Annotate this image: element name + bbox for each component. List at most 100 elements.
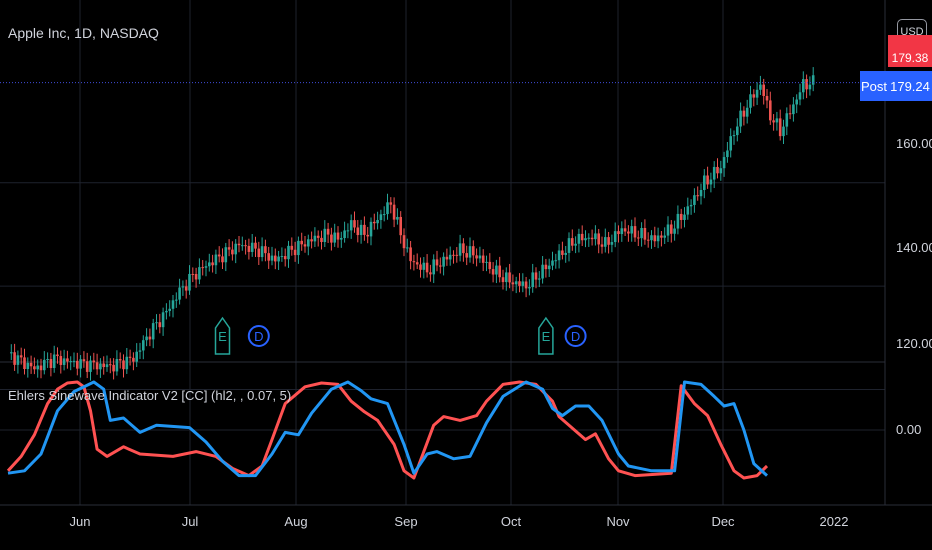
candle-body [142,340,145,351]
candle-body [415,262,419,265]
candle-body [574,243,577,246]
candle-body [379,214,383,221]
candle-body [488,261,492,270]
candle-body [10,352,13,354]
candle-body [330,234,333,243]
candle-body [650,235,653,241]
candle-body [250,242,254,252]
candlestick-series [10,67,815,381]
candle-body [171,300,175,309]
candle-body [541,264,544,279]
candle-body [69,361,72,363]
candle-body [646,239,650,241]
candle-body [528,287,531,289]
candle-body [168,308,171,311]
candle-body [118,359,122,361]
candle-body [561,250,564,255]
candle-body [693,195,696,205]
candle-body [270,255,274,261]
candle-body [132,357,135,362]
candle-body [353,220,356,228]
candle-body [283,256,287,260]
candle-body [597,233,600,245]
candle-body [178,287,181,300]
candle-body [623,228,627,232]
candle-body [310,239,313,242]
candle-body [264,246,267,254]
candle-body [726,150,729,158]
candle-body [775,118,779,123]
candle-body [458,243,462,256]
candle-body [580,233,584,241]
candle-body [343,230,346,239]
candle-body [736,126,739,136]
candle-body [13,352,16,365]
candle-body [237,243,241,246]
candle-body [742,110,746,117]
candle-body [402,235,406,249]
candle-body [23,357,26,370]
candle-body [280,256,284,258]
candle-body [161,312,165,328]
candle-body [254,242,257,249]
candle-body [802,79,805,93]
candle-body [26,362,30,370]
candle-body [445,256,449,260]
candle-body [673,228,676,234]
candle-body [752,94,756,98]
candle-body [590,237,594,240]
candle-body [627,231,630,234]
time-axis-tick-jul: Jul [181,514,199,529]
lead-sine-line [7,380,769,478]
candle-body [19,355,23,358]
candle-body [389,202,393,205]
candle-body [676,213,680,229]
candle-body [577,233,581,244]
earnings-marker-label: E [218,329,227,344]
candle-body [584,238,587,241]
candle-body [89,360,92,372]
price-axis-tick-120: 120.00 [896,336,932,351]
candle-body [785,113,789,127]
candle-body [369,221,373,237]
candle-body [155,322,158,324]
candle-body [356,227,360,236]
candle-body [607,237,610,245]
indicator-title[interactable]: Ehlers Sinewave Indicator V2 [CC] (hl2, … [8,388,292,403]
candle-body [712,166,716,180]
candle-body [303,244,307,247]
candle-body [211,262,214,266]
candle-body [551,260,554,266]
dividend-marker-label: D [571,329,580,344]
candle-body [643,228,647,240]
candle-body [234,243,237,255]
candle-body [221,256,224,263]
candle-body [72,360,76,362]
candle-body [287,245,290,260]
candle-body [531,272,534,288]
candle-body [257,248,261,258]
price-axis-tick-140: 140.00 [896,240,932,255]
candle-body [349,220,353,231]
sine-line [6,380,769,480]
candle-body [762,84,765,96]
candle-body [244,245,247,247]
oscillator-axis-tick-zero: 0.00 [896,422,922,437]
candle-body [16,355,20,365]
candle-body [145,336,148,341]
candle-body [373,221,376,224]
candle-body [109,364,112,366]
candle-body [689,204,693,207]
candle-body [610,242,614,245]
candle-body [557,250,561,261]
candle-body [547,265,551,270]
candle-body [115,359,119,372]
candle-body [442,256,445,267]
candle-body [376,220,379,224]
candle-body [340,238,343,240]
candle-body [297,240,300,256]
candle-body [231,249,234,255]
candle-body [491,269,495,275]
